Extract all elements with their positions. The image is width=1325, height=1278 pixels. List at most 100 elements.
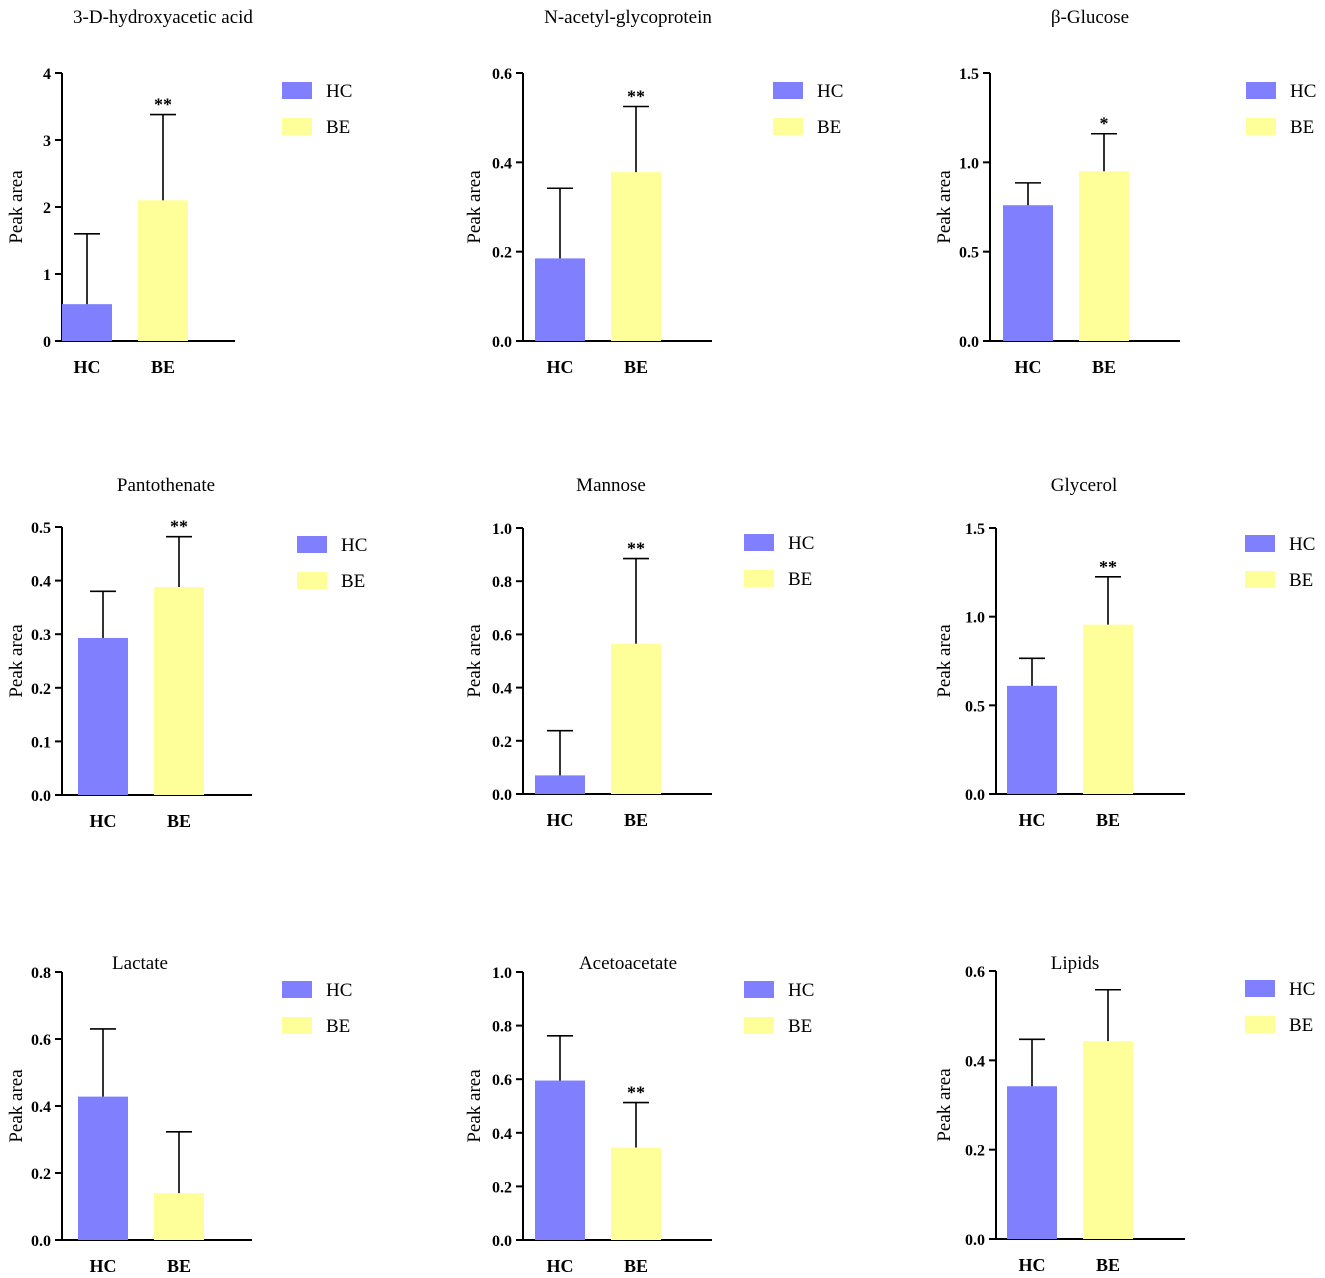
y-tick-label: 0.8	[31, 965, 51, 982]
chart-title: Acetoacetate	[579, 953, 677, 974]
y-tick-label: 0.6	[492, 1072, 512, 1089]
bar-hc	[1007, 685, 1057, 794]
y-tick-label: 0.6	[492, 66, 512, 83]
y-tick-label: 0.2	[965, 1143, 985, 1160]
y-tick-label: 1.0	[492, 965, 512, 982]
legend-label: BE	[326, 117, 350, 138]
x-tick-label: BE	[151, 357, 175, 377]
chart-title: 3-D-hydroxyacetic acid	[73, 7, 253, 28]
legend-label: BE	[326, 1016, 350, 1037]
legend-swatch-be	[773, 118, 803, 135]
y-tick-label: 1.0	[959, 155, 979, 172]
legend-label: HC	[788, 980, 814, 1001]
y-tick-label: 0.5	[965, 698, 985, 715]
y-tick-label: 0.0	[492, 1233, 512, 1250]
x-tick-label: HC	[74, 357, 101, 377]
y-tick-label: 1.5	[965, 521, 985, 538]
y-tick-label: 0.0	[31, 1233, 51, 1250]
bar-hc	[535, 258, 585, 341]
bar-be	[154, 587, 204, 795]
x-tick-label: BE	[167, 1256, 191, 1276]
bar-be	[138, 200, 188, 341]
legend-label: BE	[1289, 570, 1313, 591]
legend-swatch-hc	[282, 82, 312, 99]
bar-hc	[1007, 1086, 1057, 1239]
x-tick-label: BE	[624, 810, 648, 830]
legend-swatch-hc	[744, 981, 774, 998]
significance-marker: *	[1100, 114, 1109, 134]
bar-hc	[78, 637, 128, 795]
legend-label: HC	[1289, 979, 1315, 1000]
y-axis-label: Peak area	[6, 1069, 27, 1143]
x-tick-label: HC	[547, 810, 574, 830]
bar-be	[1079, 171, 1129, 341]
legend-swatch-hc	[282, 981, 312, 998]
y-tick-label: 0.2	[492, 734, 512, 751]
chart-title: N-acetyl-glycoprotein	[544, 7, 712, 28]
legend-swatch-be	[1245, 571, 1275, 588]
y-tick-label: 0.2	[31, 681, 51, 698]
legend-label: BE	[341, 571, 365, 592]
y-tick-label: 0.0	[492, 787, 512, 804]
legend-swatch-be	[1246, 118, 1276, 135]
chart-panel: Mannose 0.0 0.2 0.4 0.6 0.8 1.0 Peak area HC BE **…	[464, 475, 814, 830]
legend-swatch-hc	[744, 534, 774, 551]
bar-hc	[78, 1096, 128, 1240]
y-tick-label: 0.4	[31, 574, 51, 591]
y-axis-label: Peak area	[6, 624, 27, 698]
y-tick-label: 1.0	[492, 521, 512, 538]
legend-swatch-be	[744, 570, 774, 587]
y-axis-label: Peak area	[6, 170, 27, 244]
y-tick-label: 0.4	[965, 1053, 985, 1070]
legend-swatch-be	[282, 1017, 312, 1034]
x-tick-label: HC	[90, 1256, 117, 1276]
bar-be	[1083, 624, 1133, 794]
legend-swatch-be	[744, 1017, 774, 1034]
legend-swatch-be	[282, 118, 312, 135]
legend-swatch-be	[1245, 1016, 1275, 1033]
chart-title: Lipids	[1051, 953, 1100, 974]
y-axis-label: Peak area	[934, 170, 955, 244]
chart-panel: 3-D-hydroxyacetic acid 0 1 2 3 4 Peak area HC BE…	[6, 7, 352, 377]
chart-panel: N-acetyl-glycoprotein 0.0 0.2 0.4 0.6 Peak ar…	[464, 7, 843, 377]
y-tick-label: 0.3	[31, 627, 51, 644]
y-tick-label: 0.1	[31, 734, 51, 751]
bar-hc	[535, 775, 585, 794]
x-tick-label: BE	[624, 357, 648, 377]
y-tick-label: 3	[43, 133, 51, 150]
legend-swatch-be	[297, 572, 327, 589]
legend-label: BE	[788, 1016, 812, 1037]
chart-panel: β-Glucose 0.0 0.5 1.0 1.5 Peak area HC BE * HC BE	[934, 7, 1316, 377]
x-tick-label: BE	[624, 1256, 648, 1276]
legend-label: HC	[341, 535, 367, 556]
y-axis-label: Peak area	[464, 624, 485, 698]
chart-panel: Glycerol 0.0 0.5 1.0 1.5 Peak area HC BE ** HC BE	[934, 475, 1315, 830]
y-tick-label: 0.0	[959, 334, 979, 351]
legend-label: HC	[1289, 534, 1315, 555]
bar-be	[154, 1193, 204, 1240]
y-tick-label: 4	[43, 66, 51, 83]
y-tick-label: 0.2	[492, 245, 512, 262]
chart-title: Mannose	[576, 475, 646, 496]
bar-hc	[1003, 205, 1053, 341]
y-tick-label: 1	[43, 267, 51, 284]
y-tick-label: 0	[43, 334, 51, 351]
x-tick-label: HC	[1019, 810, 1046, 830]
y-axis-label: Peak area	[934, 1068, 955, 1142]
legend-swatch-hc	[1245, 980, 1275, 997]
y-tick-label: 0.6	[965, 964, 985, 981]
chart-panel: Lactate 0.0 0.2 0.4 0.6 0.8 Peak area HC BE HC BE	[6, 953, 352, 1276]
significance-marker: **	[154, 95, 172, 115]
chart-title: Glycerol	[1051, 475, 1117, 496]
y-tick-label: 0.2	[492, 1179, 512, 1196]
bar-hc	[535, 1080, 585, 1240]
x-tick-label: HC	[90, 811, 117, 831]
y-tick-label: 0.6	[492, 627, 512, 644]
legend-label: HC	[1290, 81, 1316, 102]
legend-label: HC	[817, 81, 843, 102]
bar-be	[1083, 1041, 1133, 1239]
bar-be	[611, 1147, 661, 1240]
y-axis-label: Peak area	[464, 1069, 485, 1143]
x-tick-label: HC	[1019, 1255, 1046, 1275]
legend-label: BE	[817, 117, 841, 138]
